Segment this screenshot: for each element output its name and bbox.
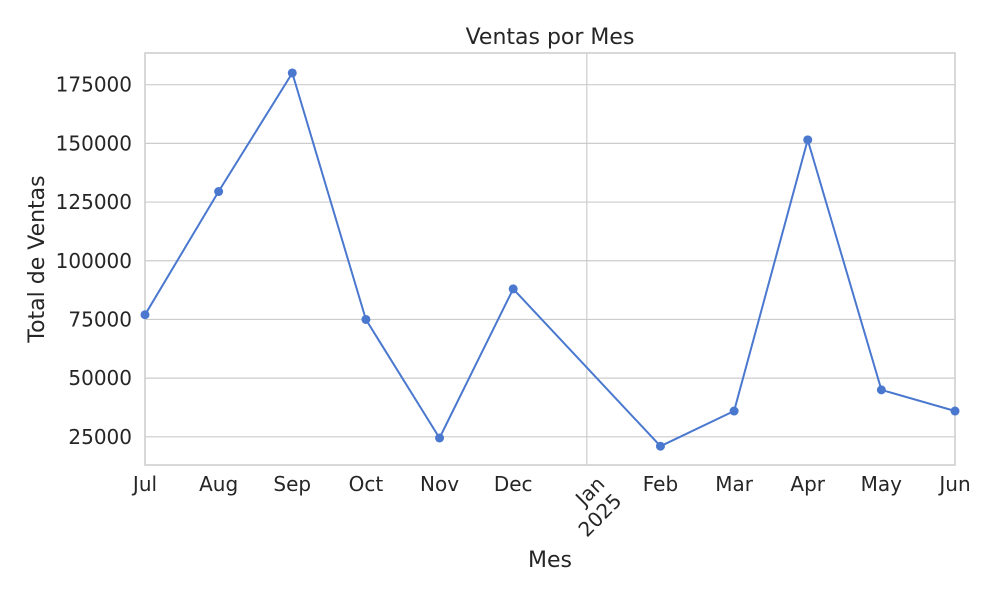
data-point bbox=[655, 441, 665, 451]
y-tick-label: 50000 bbox=[68, 366, 132, 390]
plot-frame bbox=[144, 52, 956, 466]
data-point bbox=[803, 135, 813, 145]
x-tick-label: Nov bbox=[420, 472, 459, 496]
x-tick-label: Sep bbox=[273, 472, 311, 496]
x-tick-label: Jan2025 bbox=[556, 472, 626, 542]
x-tick-label-rotated: Jan2025 bbox=[556, 472, 626, 542]
data-point bbox=[435, 433, 445, 443]
x-tick-label: Jul bbox=[131, 472, 157, 496]
y-axis-label: Total de Ventas bbox=[25, 175, 50, 343]
x-tick-label: Dec bbox=[494, 472, 533, 496]
x-tick-label: May bbox=[861, 472, 903, 496]
x-tick-label: Mar bbox=[715, 472, 754, 496]
data-point bbox=[361, 314, 371, 324]
series-group bbox=[140, 68, 960, 451]
y-tick-label: 25000 bbox=[68, 425, 132, 449]
data-point bbox=[876, 385, 886, 395]
x-tick-label: Aug bbox=[199, 472, 238, 496]
data-point bbox=[950, 406, 960, 416]
data-point bbox=[508, 284, 518, 294]
data-point bbox=[140, 310, 150, 320]
y-tick-labels: 25000 50000 75000 100000 125000 150000 175000 bbox=[56, 73, 132, 449]
y-tick-label: 100000 bbox=[56, 249, 132, 273]
x-axis-label: Mes bbox=[528, 548, 572, 573]
x-tick-label: Feb bbox=[643, 472, 678, 496]
y-tick-label: 75000 bbox=[68, 307, 132, 331]
y-tick-label: 175000 bbox=[56, 73, 132, 97]
y-tick-label: 125000 bbox=[56, 190, 132, 214]
x-tick-label: Oct bbox=[349, 472, 384, 496]
x-tick-label: Apr bbox=[790, 472, 825, 496]
x-tick-label: Jun bbox=[937, 472, 970, 496]
data-point bbox=[214, 187, 224, 197]
chart-title: Ventas por Mes bbox=[466, 25, 635, 50]
series-line bbox=[144, 72, 956, 448]
data-point bbox=[287, 68, 297, 78]
x-tick-labels: Jul Aug Sep Oct Nov Dec Jan2025 Feb Mar Apr May Jun bbox=[131, 472, 971, 542]
gridlines bbox=[145, 53, 955, 465]
data-point bbox=[729, 406, 739, 416]
y-tick-label: 150000 bbox=[56, 131, 132, 155]
